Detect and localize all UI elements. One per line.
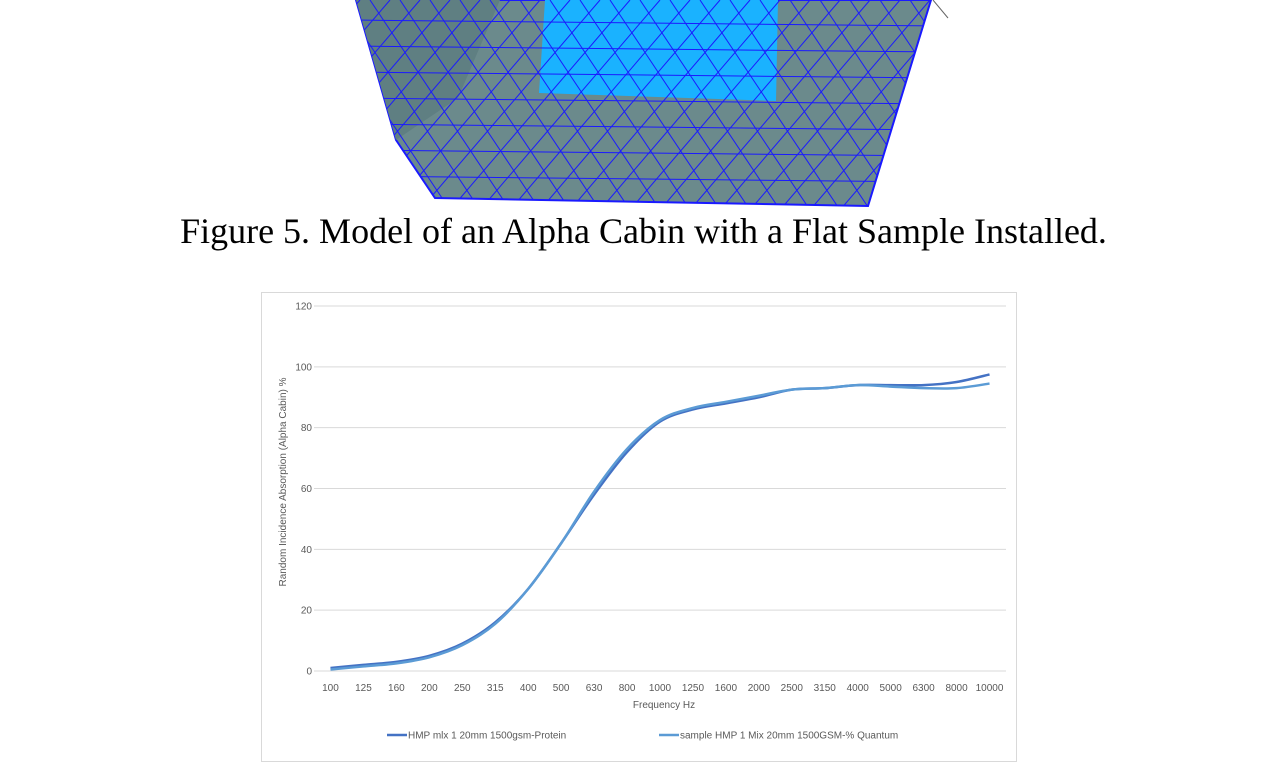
series-line-1 [330, 373, 990, 670]
line-chart: 0 20 40 60 80 100 120 100 125 160 200 250 315 400 500… [278, 302, 1006, 742]
figure-caption: Figure 5. Model of an Alpha Cabin with a… [180, 211, 1107, 251]
y-tick-labels: 0 20 40 60 80 100 120 [295, 302, 312, 678]
x-tick-label: 3150 [814, 683, 837, 694]
legend-label: sample HMP 1 Mix 20mm 1500GSM-% Quantum [680, 731, 898, 742]
y-tick-label: 80 [301, 423, 313, 434]
alpha-cabin-mesh-image [354, 0, 949, 208]
x-tick-label: 400 [520, 683, 537, 694]
x-tick-label: 4000 [847, 683, 870, 694]
series-lines [330, 373, 990, 671]
y-tick-label: 20 [301, 606, 313, 617]
x-tick-label: 100 [322, 683, 339, 694]
x-tick-label: 8000 [945, 683, 968, 694]
x-tick-label: 500 [553, 683, 570, 694]
y-tick-label: 40 [301, 545, 313, 556]
x-axis-label: Frequency Hz [633, 700, 695, 711]
y-tick-label: 100 [295, 362, 312, 373]
sample-panel [539, 0, 778, 101]
x-tick-label: 1600 [715, 683, 738, 694]
x-tick-label: 2000 [748, 683, 771, 694]
chart-area: 0 20 40 60 80 100 120 100 125 160 200 250 315 400 500… [261, 292, 1017, 762]
x-tick-label: 6300 [912, 683, 935, 694]
y-axis-label: Random Incidence Absorption (Alpha Cabin… [278, 377, 289, 586]
y-tick-label: 120 [295, 302, 312, 313]
gridlines [314, 305, 1006, 672]
series-line-2 [330, 382, 990, 671]
x-tick-label: 250 [454, 683, 471, 694]
x-tick-labels: 100 125 160 200 250 315 400 500 630 800 1000 1250 16… [322, 683, 1004, 694]
legend: HMP mlx 1 20mm 1500gsm-Protein sample HMP… [387, 731, 898, 742]
x-tick-label: 315 [487, 683, 504, 694]
x-tick-label: 160 [388, 683, 405, 694]
y-tick-label: 0 [306, 667, 312, 678]
x-tick-label: 10000 [976, 683, 1004, 694]
x-tick-label: 630 [586, 683, 603, 694]
x-tick-label: 5000 [880, 683, 903, 694]
cabin-mesh [354, 0, 949, 208]
x-tick-label: 125 [355, 683, 372, 694]
x-tick-label: 1000 [649, 683, 672, 694]
x-tick-label: 2500 [781, 683, 804, 694]
x-tick-label: 200 [421, 683, 438, 694]
legend-label: HMP mlx 1 20mm 1500gsm-Protein [408, 731, 566, 742]
y-tick-label: 60 [301, 484, 313, 495]
x-tick-label: 800 [619, 683, 636, 694]
x-tick-label: 1250 [682, 683, 705, 694]
